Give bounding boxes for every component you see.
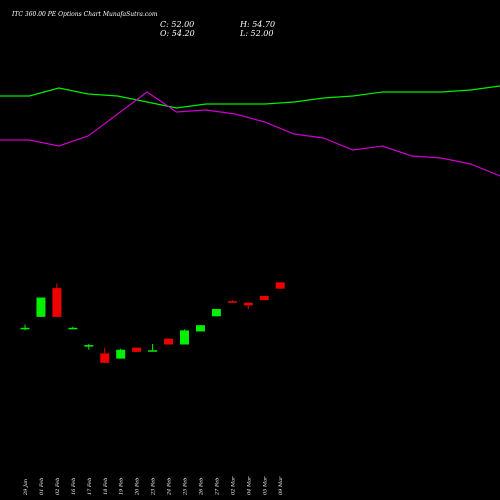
indicator-lines: [0, 85, 500, 177]
candle-body: [148, 350, 158, 352]
x-tick-label: 29 Jan: [23, 479, 29, 496]
x-tick-label: 25 Feb: [183, 478, 189, 496]
close-value: C: 52.00: [160, 20, 195, 29]
candle-body: [36, 297, 46, 317]
x-tick-label: 01 Feb: [39, 478, 45, 495]
x-tick-label: 19 Feb: [119, 478, 125, 495]
candle-body: [164, 338, 174, 345]
x-tick-label: 26 Feb: [198, 478, 204, 496]
indicator-line: [0, 91, 500, 177]
candles: [20, 282, 285, 364]
candle-body: [20, 327, 30, 330]
candle-body: [211, 309, 221, 317]
x-tick-label: 23 Feb: [151, 478, 157, 496]
candle-body: [100, 353, 110, 363]
x-tick-label: 18 Feb: [103, 478, 109, 495]
low-value: L: 52.00: [240, 29, 274, 38]
chart-title: ITC 360.00 PE Options Chart MunafaSutra.…: [12, 11, 158, 18]
candle-body: [180, 330, 189, 345]
x-tick-label: 27 Feb: [214, 478, 220, 496]
x-tick-label: 20 Feb: [135, 478, 141, 496]
candle-body: [243, 302, 253, 306]
candle-body: [52, 288, 62, 317]
candle-body: [227, 301, 237, 303]
candle-body: [68, 327, 78, 330]
candle-body: [195, 325, 205, 332]
x-tick-label: 24 Feb: [167, 478, 173, 496]
high-value: H: 54.70: [240, 20, 276, 29]
x-tick-label: 02 Feb: [55, 478, 61, 495]
x-axis-ticks: 29 Jan 01 Feb 02 Feb 16 Feb 17 Feb 18 Feb 19 F…: [23, 476, 284, 496]
candle-body: [84, 345, 94, 347]
x-tick-label: 09 Mar: [278, 476, 284, 495]
x-tick-label: 02 Mar: [230, 476, 236, 495]
candle-body: [259, 295, 269, 301]
candle-body: [275, 282, 285, 289]
candle-body: [132, 347, 142, 352]
x-tick-label: 04 Mar: [246, 476, 252, 495]
indicator-line: [0, 85, 500, 109]
x-tick-label: 16 Feb: [71, 478, 77, 495]
candle-body: [116, 349, 126, 359]
x-tick-label: 05 Mar: [262, 476, 268, 495]
x-tick-label: 17 Feb: [87, 478, 93, 495]
open-value: O: 54.20: [160, 29, 195, 38]
